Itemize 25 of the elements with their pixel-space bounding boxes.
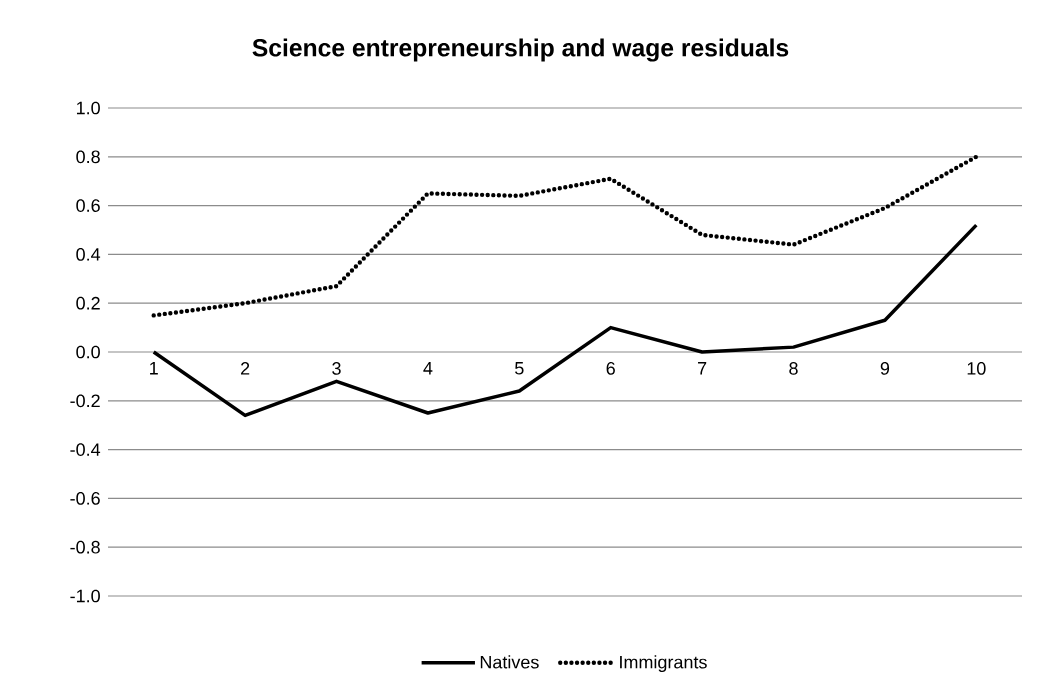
x-tick-label: 3 [332, 362, 341, 375]
y-tick-label: 0.0 [76, 345, 100, 359]
legend-label: Natives [480, 655, 539, 669]
y-tick-label: -0.8 [70, 540, 100, 554]
y-tick-label: -0.6 [70, 492, 100, 505]
y-tick-label: -0.4 [70, 443, 101, 456]
x-tick-label: 4 [423, 362, 433, 375]
y-tick-label: -1.0 [70, 589, 100, 603]
y-tick-label: 0.6 [76, 199, 100, 212]
y-tick-label: -0.2 [70, 394, 100, 408]
x-tick-label: 8 [789, 362, 798, 375]
x-tick-label: 10 [967, 362, 986, 375]
x-tick-label: 9 [880, 362, 890, 375]
x-tick-label: 2 [241, 362, 250, 375]
y-tick-label: 1.0 [76, 101, 100, 115]
x-tick-label: 7 [698, 362, 707, 375]
y-tick-label: 0.2 [76, 296, 100, 310]
y-tick-label: 0.8 [76, 150, 100, 164]
x-tick-label: 6 [606, 362, 615, 375]
legend-label: Immigrants [620, 655, 707, 673]
y-tick-label: 0.4 [76, 248, 101, 261]
x-tick-label: 1 [150, 362, 158, 375]
chart-title: Science entrepreneurship and wage residuals [252, 38, 789, 62]
line-series [151, 154, 979, 318]
x-tick-label: 5 [515, 362, 524, 375]
